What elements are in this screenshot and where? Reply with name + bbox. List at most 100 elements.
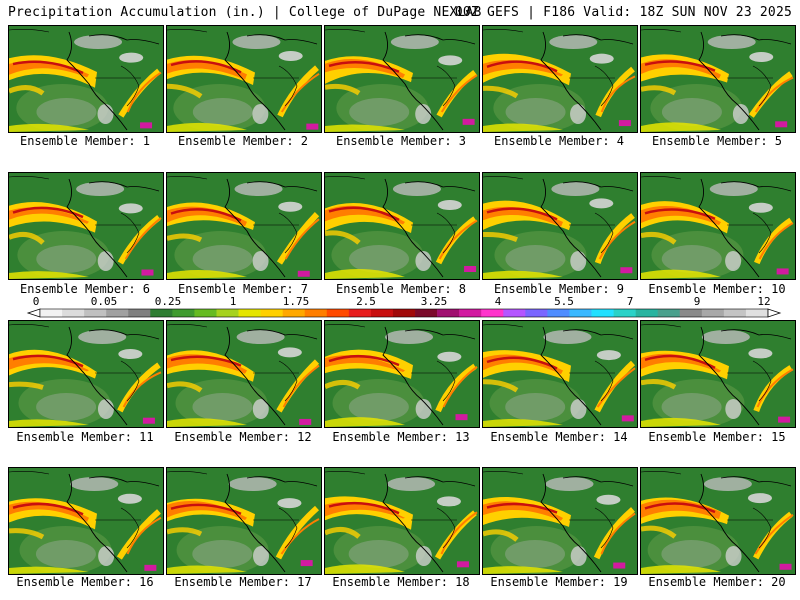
colorbar-swatch	[194, 309, 217, 317]
panel-caption: Ensemble Member: 17	[174, 575, 312, 589]
colorbar-swatch	[106, 309, 129, 317]
colorbar-tick-label: 5.5	[554, 295, 574, 308]
colorbar-swatch	[635, 309, 658, 317]
ensemble-member-map	[166, 25, 322, 133]
panel-caption: Ensemble Member: 19	[490, 575, 628, 589]
precipitation-field	[167, 468, 321, 574]
precipitation-field	[9, 468, 163, 574]
ensemble-member-map	[482, 172, 638, 280]
colorbar-swatch	[150, 309, 173, 317]
precipitation-field	[641, 321, 795, 427]
colorbar-swatch	[415, 309, 438, 317]
panel-caption: Ensemble Member: 9	[493, 282, 625, 296]
colorbar-tick-label: 1	[229, 295, 237, 308]
precipitation-field	[325, 468, 479, 574]
colorbar-swatch	[348, 309, 372, 317]
panel-caption: Ensemble Member: 10	[648, 282, 786, 296]
ensemble-member-map	[640, 172, 796, 280]
panel-caption: Ensemble Member: 11	[16, 430, 154, 444]
colorbar-swatch	[481, 309, 504, 317]
precipitation-field	[641, 173, 795, 279]
panel-caption: Ensemble Member: 3	[335, 134, 467, 148]
panel-caption: Ensemble Member: 12	[174, 430, 312, 444]
colorbar-swatch	[701, 309, 725, 317]
ensemble-member-map	[324, 467, 480, 575]
colorbar-swatch	[370, 309, 394, 317]
colorbar-swatch	[437, 309, 460, 317]
colorbar-swatch	[613, 309, 636, 317]
panel-caption: Ensemble Member: 8	[335, 282, 467, 296]
precipitation-field	[641, 468, 795, 574]
precipitation-field	[325, 26, 479, 132]
colorbar-swatch	[569, 309, 592, 317]
colorbar-tick-labels: 0 0.05 0.25 1 1.75 2.5 3.25 4 5.5 7 9 12	[0, 296, 800, 308]
colorbar-tick-label: 0	[32, 295, 40, 308]
precipitation-field	[483, 468, 637, 574]
ensemble-member-map	[640, 320, 796, 428]
ensemble-member-map	[482, 467, 638, 575]
panel-caption: Ensemble Member: 5	[651, 134, 783, 148]
colorbar-swatch	[282, 309, 306, 317]
precipitation-field	[641, 26, 795, 132]
ensemble-member-map	[8, 320, 164, 428]
colorbar-tick-label: 1.75	[282, 295, 310, 308]
colorbar-swatch	[304, 309, 328, 317]
colorbar-swatch	[525, 309, 548, 317]
panel-caption: Ensemble Member: 20	[648, 575, 786, 589]
precipitation-field	[325, 173, 479, 279]
precipitation-field	[167, 321, 321, 427]
ensemble-member-map	[324, 320, 480, 428]
colorbar-swatch	[745, 309, 769, 317]
ensemble-member-map	[640, 467, 796, 575]
colorbar-tick-label: 9	[693, 295, 701, 308]
colorbar-max-arrow	[767, 308, 782, 318]
colorbar-swatch	[238, 309, 261, 317]
colorbar-swatch	[392, 309, 416, 317]
precipitation-field	[167, 173, 321, 279]
colorbar-swatch	[657, 309, 681, 317]
ensemble-member-map	[166, 467, 322, 575]
colorbar-tick-label: 3.25	[420, 295, 448, 308]
ensemble-member-map	[166, 172, 322, 280]
panel-caption: Ensemble Member: 15	[648, 430, 786, 444]
ensemble-member-map	[482, 25, 638, 133]
colorbar-swatch	[679, 309, 703, 317]
panel-caption: Ensemble Member: 6	[19, 282, 151, 296]
ensemble-member-map	[324, 25, 480, 133]
colorbar	[26, 308, 782, 318]
colorbar-swatch	[62, 309, 85, 317]
chart-title: Precipitation Accumulation (in.) | Colle…	[8, 5, 482, 20]
ensemble-member-map	[324, 172, 480, 280]
colorbar-tick-label: 0.25	[154, 295, 182, 308]
precipitation-field	[483, 173, 637, 279]
ensemble-member-map	[640, 25, 796, 133]
valid-time-label: 00Z GEFS | F186 Valid: 18Z SUN NOV 23 20…	[454, 5, 792, 20]
colorbar-swatch	[216, 309, 239, 317]
colorbar-swatch	[591, 309, 614, 317]
precipitation-field	[483, 321, 637, 427]
panel-caption: Ensemble Member: 18	[332, 575, 470, 589]
colorbar-swatch	[40, 309, 63, 317]
ensemble-member-map	[482, 320, 638, 428]
colorbar-swatch	[503, 309, 526, 317]
colorbar-tick-label: 2.5	[356, 295, 376, 308]
panel-caption: Ensemble Member: 1	[19, 134, 151, 148]
ensemble-member-map	[166, 320, 322, 428]
colorbar-tick-label: 12	[757, 295, 771, 308]
precipitation-field	[9, 173, 163, 279]
precipitation-field	[325, 321, 479, 427]
colorbar-tick-label: 7	[626, 295, 634, 308]
colorbar-swatch	[128, 309, 151, 317]
colorbar-min-arrow	[26, 308, 41, 318]
panel-caption: Ensemble Member: 13	[332, 430, 470, 444]
ensemble-member-map	[8, 172, 164, 280]
colorbar-swatch	[172, 309, 195, 317]
colorbar-swatch	[723, 309, 747, 317]
ensemble-member-map	[8, 467, 164, 575]
colorbar-tick-label: 4	[494, 295, 502, 308]
colorbar-swatch	[84, 309, 107, 317]
precipitation-field	[9, 321, 163, 427]
colorbar-swatch	[260, 309, 283, 317]
colorbar-swatch	[459, 309, 482, 317]
ensemble-member-map	[8, 25, 164, 133]
